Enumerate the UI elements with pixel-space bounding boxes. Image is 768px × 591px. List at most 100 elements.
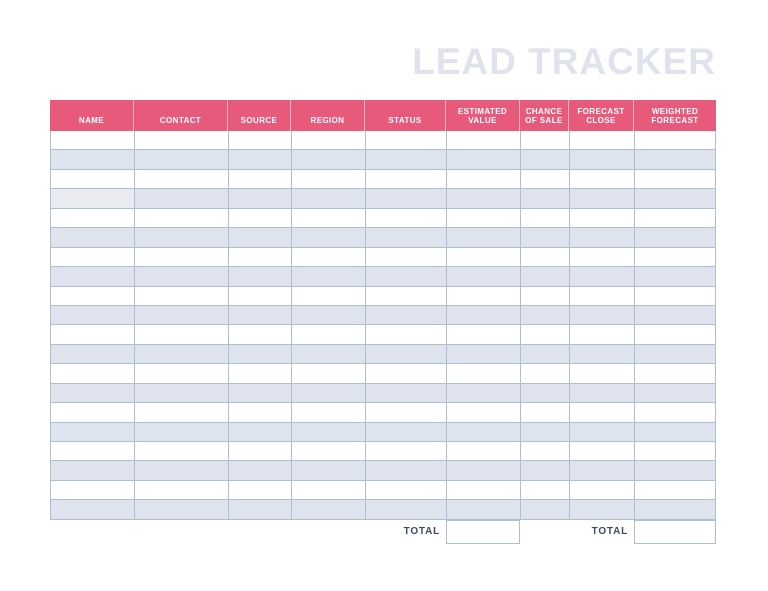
- table-cell-region[interactable]: [292, 344, 366, 364]
- table-cell-chance-of-sale[interactable]: [521, 325, 570, 344]
- table-cell-estimated-value[interactable]: [447, 344, 521, 364]
- table-cell-status[interactable]: [366, 131, 447, 150]
- table-cell-name[interactable]: [51, 325, 135, 344]
- table-cell-contact[interactable]: [135, 169, 229, 189]
- table-cell-chance-of-sale[interactable]: [521, 480, 570, 500]
- table-cell-source[interactable]: [229, 247, 292, 267]
- table-cell-estimated-value[interactable]: [447, 286, 521, 305]
- table-cell-region[interactable]: [292, 383, 366, 403]
- table-cell-region[interactable]: [292, 403, 366, 422]
- table-cell-chance-of-sale[interactable]: [521, 500, 570, 519]
- table-cell-name[interactable]: [51, 286, 135, 305]
- table-cell-region[interactable]: [292, 286, 366, 305]
- table-cell-estimated-value[interactable]: [447, 442, 521, 461]
- table-cell-estimated-value[interactable]: [447, 189, 521, 208]
- table-cell-estimated-value[interactable]: [447, 305, 521, 325]
- table-cell-name[interactable]: [51, 305, 135, 325]
- table-cell-chance-of-sale[interactable]: [521, 131, 570, 150]
- table-cell-source[interactable]: [229, 500, 292, 519]
- table-cell-forecast-close[interactable]: [570, 228, 635, 247]
- table-cell-region[interactable]: [292, 461, 366, 480]
- table-cell-name[interactable]: [51, 461, 135, 480]
- table-cell-contact[interactable]: [135, 208, 229, 228]
- table-cell-forecast-close[interactable]: [570, 344, 635, 364]
- table-cell-name[interactable]: [51, 131, 135, 150]
- table-cell-forecast-close[interactable]: [570, 461, 635, 480]
- table-cell-region[interactable]: [292, 364, 366, 383]
- table-cell-weighted-forecast[interactable]: [635, 500, 717, 518]
- table-cell-weighted-forecast[interactable]: [635, 325, 717, 343]
- table-cell-name[interactable]: [51, 422, 135, 441]
- table-cell-source[interactable]: [229, 305, 292, 325]
- table-cell-status[interactable]: [366, 208, 447, 228]
- table-cell-region[interactable]: [292, 442, 366, 461]
- table-cell-estimated-value[interactable]: [447, 403, 521, 422]
- table-cell-weighted-forecast[interactable]: [635, 306, 717, 324]
- table-cell-chance-of-sale[interactable]: [521, 267, 570, 286]
- table-cell-chance-of-sale[interactable]: [521, 189, 570, 208]
- table-cell-contact[interactable]: [135, 500, 229, 519]
- table-cell-contact[interactable]: [135, 442, 229, 461]
- table-cell-name[interactable]: [51, 228, 135, 247]
- table-cell-name[interactable]: [51, 480, 135, 500]
- table-cell-region[interactable]: [292, 422, 366, 441]
- table-cell-status[interactable]: [366, 189, 447, 208]
- table-cell-status[interactable]: [366, 344, 447, 364]
- table-cell-source[interactable]: [229, 286, 292, 305]
- table-cell-weighted-forecast[interactable]: [635, 228, 717, 246]
- total-value-estimated-value[interactable]: [446, 519, 520, 544]
- table-cell-forecast-close[interactable]: [570, 169, 635, 189]
- table-cell-estimated-value[interactable]: [447, 267, 521, 286]
- table-cell-estimated-value[interactable]: [447, 480, 521, 500]
- table-cell-chance-of-sale[interactable]: [521, 305, 570, 325]
- total-value-weighted-forecast[interactable]: [634, 519, 716, 544]
- table-cell-forecast-close[interactable]: [570, 442, 635, 461]
- table-cell-estimated-value[interactable]: [447, 131, 521, 150]
- table-cell-chance-of-sale[interactable]: [521, 286, 570, 305]
- table-cell-contact[interactable]: [135, 461, 229, 480]
- table-cell-chance-of-sale[interactable]: [521, 344, 570, 364]
- table-cell-status[interactable]: [366, 383, 447, 403]
- table-cell-forecast-close[interactable]: [570, 305, 635, 325]
- table-cell-name[interactable]: [51, 442, 135, 461]
- table-cell-estimated-value[interactable]: [447, 422, 521, 441]
- table-cell-estimated-value[interactable]: [447, 364, 521, 383]
- table-cell-chance-of-sale[interactable]: [521, 208, 570, 228]
- table-cell-weighted-forecast[interactable]: [635, 384, 717, 402]
- table-cell-source[interactable]: [229, 131, 292, 150]
- table-cell-region[interactable]: [292, 267, 366, 286]
- table-cell-contact[interactable]: [135, 383, 229, 403]
- table-cell-estimated-value[interactable]: [447, 500, 521, 519]
- table-cell-status[interactable]: [366, 364, 447, 383]
- table-cell-region[interactable]: [292, 480, 366, 500]
- table-cell-weighted-forecast[interactable]: [635, 423, 717, 441]
- table-cell-source[interactable]: [229, 422, 292, 441]
- table-cell-status[interactable]: [366, 325, 447, 344]
- table-cell-name[interactable]: [51, 383, 135, 403]
- table-cell-source[interactable]: [229, 383, 292, 403]
- table-cell-forecast-close[interactable]: [570, 131, 635, 150]
- table-cell-weighted-forecast[interactable]: [635, 345, 717, 363]
- table-cell-chance-of-sale[interactable]: [521, 422, 570, 441]
- table-cell-chance-of-sale[interactable]: [521, 150, 570, 169]
- table-cell-contact[interactable]: [135, 325, 229, 344]
- table-cell-chance-of-sale[interactable]: [521, 403, 570, 422]
- table-cell-forecast-close[interactable]: [570, 325, 635, 344]
- table-cell-source[interactable]: [229, 461, 292, 480]
- table-cell-contact[interactable]: [135, 305, 229, 325]
- table-cell-contact[interactable]: [135, 228, 229, 247]
- table-cell-region[interactable]: [292, 325, 366, 344]
- table-cell-region[interactable]: [292, 228, 366, 247]
- table-cell-weighted-forecast[interactable]: [635, 481, 717, 499]
- table-cell-name[interactable]: [51, 208, 135, 228]
- table-cell-source[interactable]: [229, 150, 292, 169]
- table-cell-contact[interactable]: [135, 131, 229, 150]
- table-cell-region[interactable]: [292, 169, 366, 189]
- table-cell-contact[interactable]: [135, 247, 229, 267]
- table-cell-status[interactable]: [366, 169, 447, 189]
- table-cell-status[interactable]: [366, 267, 447, 286]
- table-cell-status[interactable]: [366, 228, 447, 247]
- table-cell-source[interactable]: [229, 228, 292, 247]
- table-cell-weighted-forecast[interactable]: [635, 189, 717, 207]
- table-cell-name[interactable]: [51, 364, 135, 383]
